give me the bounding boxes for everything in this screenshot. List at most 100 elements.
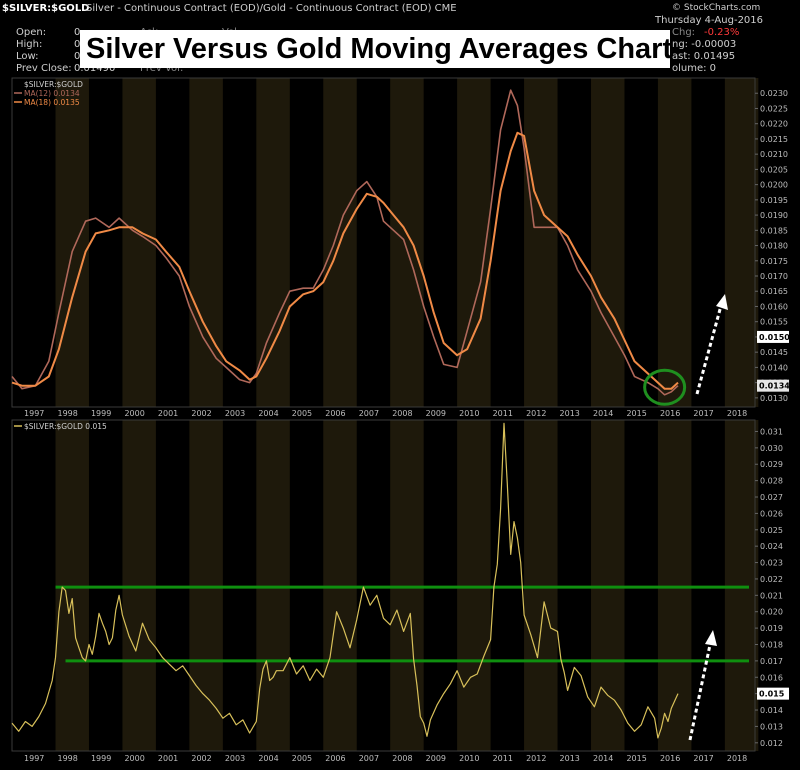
y-tick-label: 0.030 bbox=[760, 444, 783, 453]
x-tick-label: 2017 bbox=[693, 754, 713, 763]
y-tick-label: 0.0160 bbox=[760, 302, 788, 311]
series-line-1 bbox=[11, 422, 679, 739]
y-tick-label: 0.0225 bbox=[760, 104, 788, 113]
x-tick-label: 2008 bbox=[392, 754, 412, 763]
y-tick-label: 0.0215 bbox=[760, 135, 788, 144]
year-band bbox=[657, 78, 692, 407]
x-tick-label: 2014 bbox=[593, 754, 613, 763]
year-band bbox=[524, 78, 558, 407]
x-tick-label: 2002 bbox=[191, 754, 211, 763]
x-tick-label: 2004 bbox=[258, 409, 278, 418]
low-label: Low: bbox=[16, 51, 39, 62]
prev-close-label: Prev Close: bbox=[16, 63, 72, 74]
x-tick-label: 1997 bbox=[24, 754, 44, 763]
y-tick-label: 0.031 bbox=[760, 427, 783, 436]
y-tick-label: 0.0205 bbox=[760, 165, 788, 174]
x-tick-label: 2000 bbox=[124, 409, 144, 418]
y-tick-label: 0.0140 bbox=[760, 363, 788, 372]
y-tick-label: 0.025 bbox=[760, 526, 783, 535]
year-band bbox=[122, 420, 156, 751]
last-value-label: 0.015 bbox=[759, 690, 785, 699]
x-tick-label: 2006 bbox=[325, 409, 345, 418]
y-tick-label: 0.018 bbox=[760, 640, 783, 649]
open-label: Open: bbox=[16, 27, 47, 38]
y-tick-label: 0.0145 bbox=[760, 348, 788, 357]
x-tick-label: 2003 bbox=[225, 754, 245, 763]
y-tick-label: 0.026 bbox=[760, 509, 783, 518]
y-tick-label: 0.022 bbox=[760, 575, 783, 584]
y-tick-label: 0.0195 bbox=[760, 196, 788, 205]
x-tick-label: 1998 bbox=[58, 409, 78, 418]
legend-entry: MA(18) 0.0135 bbox=[24, 98, 80, 107]
x-tick-label: 2011 bbox=[493, 754, 513, 763]
x-tick-label: 2012 bbox=[526, 409, 546, 418]
x-tick-label: 2017 bbox=[693, 409, 713, 418]
y-tick-label: 0.0185 bbox=[760, 226, 788, 235]
y-tick-label: 0.020 bbox=[760, 608, 783, 617]
date-label: Thursday 4-Aug-2016 bbox=[655, 15, 764, 26]
series-line-1 bbox=[11, 89, 679, 396]
y-tick-label: 0.0230 bbox=[760, 89, 788, 98]
year-band bbox=[390, 78, 424, 407]
x-tick-label: 2008 bbox=[392, 409, 412, 418]
x-tick-label: 2006 bbox=[325, 754, 345, 763]
y-tick-label: 0.0130 bbox=[760, 394, 788, 403]
x-tick-label: 2001 bbox=[158, 754, 178, 763]
legend-entry: MA(12) 0.0134 bbox=[24, 89, 80, 98]
prev-close-value: 0.01490 bbox=[74, 63, 116, 74]
source-label: © StockCharts.com bbox=[672, 3, 761, 13]
x-tick-label: 2015 bbox=[626, 409, 646, 418]
x-tick-label: 2009 bbox=[426, 754, 446, 763]
x-tick-label: 2018 bbox=[727, 754, 747, 763]
x-tick-label: 2013 bbox=[560, 754, 580, 763]
trend-arrow-head bbox=[705, 630, 717, 646]
x-tick-label: 2001 bbox=[158, 409, 178, 418]
x-tick-label: 2007 bbox=[359, 754, 379, 763]
low-value: 0. bbox=[74, 51, 84, 62]
year-band bbox=[55, 78, 89, 407]
x-tick-label: 2018 bbox=[727, 409, 747, 418]
trend-arrow-shaft bbox=[688, 639, 713, 741]
x-tick-label: 1998 bbox=[58, 754, 78, 763]
x-tick-label: 2016 bbox=[660, 754, 680, 763]
x-tick-label: 1999 bbox=[91, 409, 111, 418]
high-value: 0. bbox=[74, 39, 84, 50]
x-tick-label: 2000 bbox=[124, 754, 144, 763]
x-tick-label: 2011 bbox=[493, 409, 513, 418]
x-tick-label: 2002 bbox=[191, 409, 211, 418]
legend-entry: $SILVER:$GOLD bbox=[24, 80, 83, 89]
y-tick-label: 0.0200 bbox=[760, 181, 788, 190]
y-tick-label: 0.023 bbox=[760, 559, 783, 568]
x-tick-label: 2010 bbox=[459, 409, 479, 418]
x-tick-label: 2007 bbox=[359, 409, 379, 418]
y-tick-label: 0.0180 bbox=[760, 242, 788, 251]
series-line-2 bbox=[11, 131, 679, 390]
y-tick-label: 0.012 bbox=[760, 739, 783, 748]
chg-prefix: Chg: bbox=[672, 27, 696, 38]
y-tick-label: 0.0190 bbox=[760, 211, 788, 220]
last-value-label: 0.0150 bbox=[759, 333, 790, 342]
year-band bbox=[724, 420, 759, 751]
y-tick-label: 0.021 bbox=[760, 591, 783, 600]
symbol-label: $SILVER:$GOLD bbox=[2, 3, 90, 14]
last-value-label: 0.0134 bbox=[759, 382, 790, 391]
y-tick-label: 0.027 bbox=[760, 493, 783, 502]
x-tick-label: 2009 bbox=[426, 409, 446, 418]
year-band bbox=[724, 78, 759, 407]
legend-entry: $SILVER:$GOLD 0.015 bbox=[24, 422, 107, 431]
year-band bbox=[189, 78, 223, 407]
open-value: 0. bbox=[74, 27, 84, 38]
y-tick-label: 0.0175 bbox=[760, 257, 788, 266]
y-tick-label: 0.014 bbox=[760, 706, 783, 715]
y-tick-label: 0.016 bbox=[760, 673, 783, 682]
x-tick-label: 2016 bbox=[660, 409, 680, 418]
x-tick-label: 2005 bbox=[292, 754, 312, 763]
year-band bbox=[256, 420, 290, 751]
high-label: High: bbox=[16, 39, 43, 50]
year-band bbox=[189, 420, 223, 751]
change-pct-value: -0.23% bbox=[704, 27, 740, 38]
trend-arrow-head bbox=[716, 294, 728, 310]
y-tick-label: 0.0220 bbox=[760, 120, 788, 129]
last-value: ast: 0.01495 bbox=[672, 51, 736, 62]
